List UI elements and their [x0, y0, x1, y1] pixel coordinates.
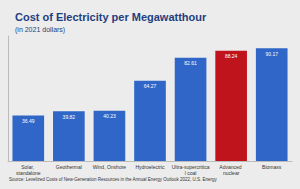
svg-text:88.24: 88.24	[225, 53, 238, 59]
svg-text:Hydroelectric: Hydroelectric	[135, 164, 165, 170]
svg-text:(in 2021 dollars): (in 2021 dollars)	[15, 26, 65, 34]
svg-text:nuclear: nuclear	[223, 170, 240, 176]
svg-text:40.23: 40.23	[103, 113, 116, 119]
svg-text:l coal: l coal	[185, 170, 197, 176]
svg-text:standalone: standalone	[16, 170, 41, 176]
svg-text:Source: Levelized Costs of New: Source: Levelized Costs of New-Generatio…	[9, 177, 218, 182]
svg-text:39.82: 39.82	[63, 114, 76, 120]
svg-text:64.27: 64.27	[144, 83, 157, 89]
svg-text:Biomass: Biomass	[262, 164, 282, 170]
svg-text:Wind, Onshore: Wind, Onshore	[93, 164, 127, 170]
svg-text:36.49: 36.49	[22, 118, 35, 124]
svg-text:Solar,: Solar,	[21, 164, 36, 170]
svg-text:Advanced: Advanced	[219, 164, 243, 170]
svg-text:82.61: 82.61	[184, 60, 197, 66]
svg-text:90.17: 90.17	[265, 51, 278, 57]
svg-text:Ultra-supercritica: Ultra-supercritica	[171, 164, 210, 170]
svg-text:Cost of Electricity per Megawa: Cost of Electricity per Megawatthour	[15, 11, 207, 23]
svg-text:Geothermal: Geothermal	[56, 164, 82, 170]
